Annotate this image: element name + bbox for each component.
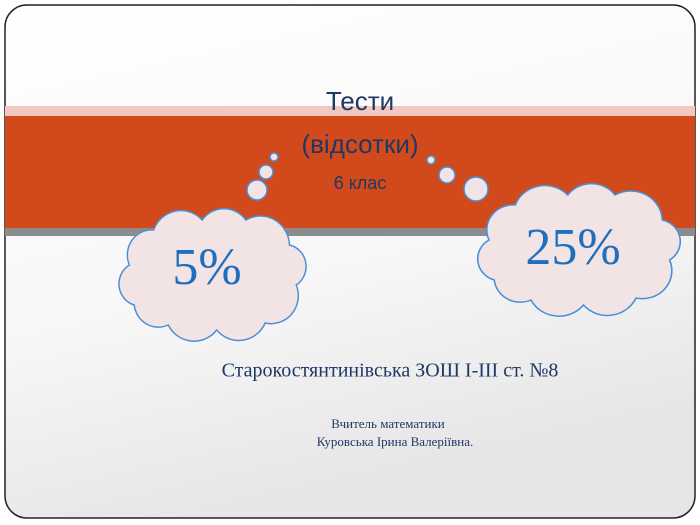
title-line: Тести [326, 86, 394, 116]
school-name: Старокостянтинівська ЗОШ І-ІІІ ст. №8 [222, 360, 559, 382]
title-line: (відсотки) [301, 129, 418, 159]
cloud-label: 25% [525, 219, 620, 276]
band-bottom-stripe [5, 228, 695, 236]
teacher-role: Вчитель математики [331, 416, 445, 431]
teacher-name: Куровська Ірина Валеріївна. [317, 434, 474, 449]
cloud-label: 5% [172, 239, 241, 296]
title-grade: 6 клас [334, 173, 387, 193]
thought-bubbles [246, 152, 489, 202]
band-top-stripe [5, 106, 695, 116]
